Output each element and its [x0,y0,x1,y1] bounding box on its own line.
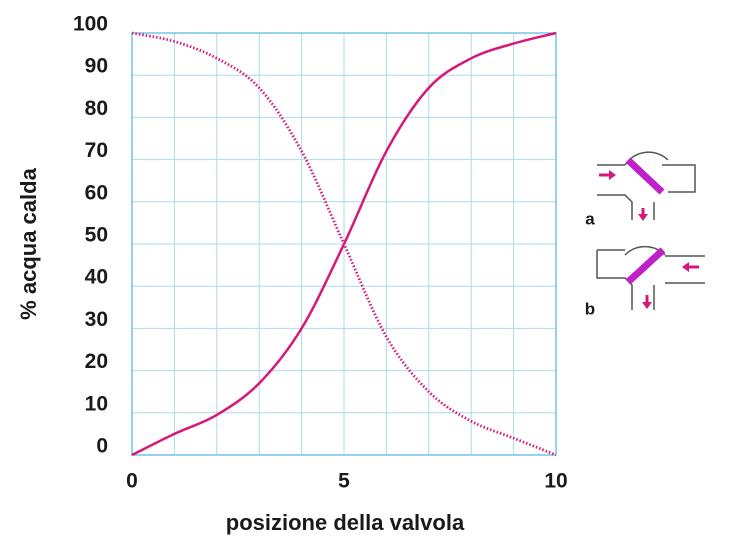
x-tick-label: 5 [338,470,350,493]
y-tick-label: 80 [85,97,108,120]
y-tick-label: 90 [85,55,108,78]
y-tick-label: 10 [85,392,108,415]
plot-frame [131,32,557,456]
x-tick-label: 10 [544,470,567,493]
y-tick-label: 40 [85,266,108,289]
x-axis-label: posizione della valvola [226,510,465,535]
y-tick-label: 100 [73,13,108,36]
diagram-label: a [585,209,595,228]
y-tick-label: 60 [85,181,108,204]
valve-diagram-a [597,151,696,221]
series-line [131,31,557,457]
y-tick-label: 30 [85,308,108,331]
valve-diagram-b [596,245,705,310]
y-axis-label: % acqua calda [16,167,41,319]
y-tick-label: 70 [85,139,108,162]
y-tick-label: 0 [96,435,108,458]
y-tick-label: 50 [85,224,108,247]
y-tick-label: 20 [85,350,108,373]
diagram-label: b [585,299,595,318]
x-tick-label: 0 [126,470,138,493]
